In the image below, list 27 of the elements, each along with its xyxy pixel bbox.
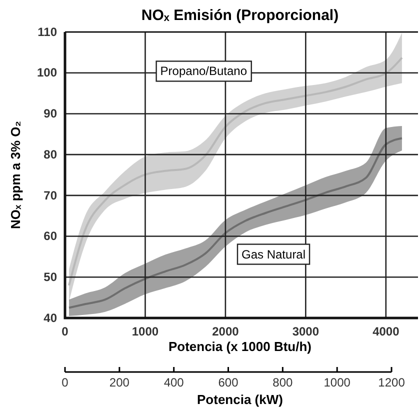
x-tick-label: 3000 bbox=[292, 324, 320, 339]
x-tick-label: 4000 bbox=[372, 324, 400, 339]
text: Propano/Butano bbox=[160, 64, 248, 78]
y-tick-label: 60 bbox=[44, 229, 58, 244]
x2-tick-label: 1200 bbox=[378, 376, 406, 390]
y-tick-label: 110 bbox=[38, 24, 58, 39]
y-tick-label: 90 bbox=[44, 106, 58, 121]
x2-tick-label: 800 bbox=[272, 376, 294, 390]
y-tick-label: 50 bbox=[44, 270, 58, 284]
y-tick-label: 100 bbox=[36, 66, 58, 80]
series-label: Gas Natural bbox=[242, 247, 306, 262]
x2-axis-title: Potencia (kW) bbox=[197, 392, 283, 407]
x2-tick-label: 1000 bbox=[324, 376, 351, 390]
x-tick-label: 1000 bbox=[132, 324, 159, 339]
line-series bbox=[68, 56, 403, 286]
y-tick-label: 70 bbox=[44, 188, 58, 202]
x-axis-title: Potencia (x 1000 Btu/h) bbox=[168, 339, 312, 354]
x-tick-label: 2000 bbox=[212, 324, 240, 339]
x-tick-label: 0 bbox=[62, 324, 69, 339]
x2-tick-label: 600 bbox=[218, 376, 239, 390]
x2-tick-label: 0 bbox=[62, 376, 69, 390]
x2-tick-label: 200 bbox=[109, 376, 130, 390]
y-tick-label: 40 bbox=[44, 310, 58, 325]
y-axis-title: NOₓ ppm a 3% O₂ bbox=[8, 120, 23, 230]
chart-title: NOₓ Emisión (Proporcional) bbox=[141, 7, 339, 24]
y-tick-label: 80 bbox=[44, 147, 58, 162]
x2-tick-label: 400 bbox=[164, 376, 184, 390]
